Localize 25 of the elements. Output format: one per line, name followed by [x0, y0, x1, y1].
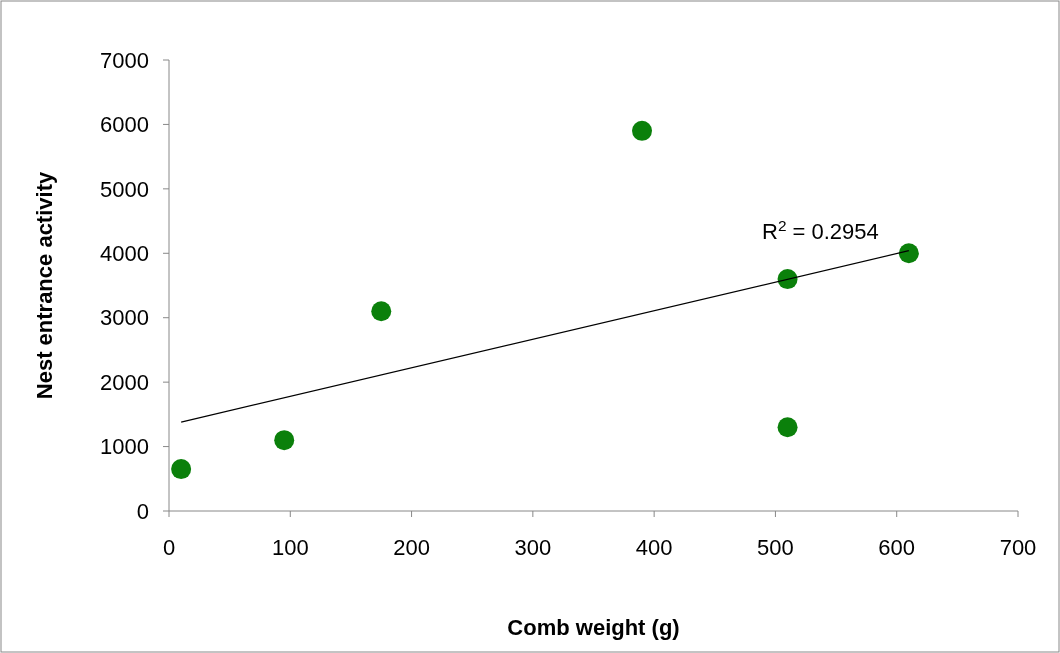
x-tick-label: 600	[878, 535, 916, 560]
y-tick-label: 6000	[100, 112, 149, 138]
x-tick-label: 700	[999, 535, 1037, 560]
y-tick-label: 7000	[100, 47, 149, 73]
y-tick-label: 4000	[100, 240, 149, 266]
x-tick-label: 100	[271, 535, 309, 560]
x-tick-label: 0	[162, 535, 176, 560]
x-tick-label: 400	[635, 535, 673, 560]
point	[371, 301, 392, 322]
y-tick-label: 1000	[100, 434, 149, 460]
point	[171, 459, 192, 480]
point	[274, 430, 295, 451]
x-tick-label: 200	[393, 535, 430, 560]
point	[898, 243, 919, 264]
y-tick-label: 5000	[100, 176, 149, 202]
y-axis-title: Nest entrance activity	[32, 171, 57, 400]
annotation: R$^{2}$ = 0.2954	[762, 216, 879, 244]
y-tick-label: 3000	[100, 305, 149, 331]
x-axis-title: Comb weight (g)	[507, 615, 680, 640]
x-tick-label: 300	[514, 535, 552, 560]
x-tick-label: 500	[757, 535, 794, 560]
y-tick-label: 2000	[100, 369, 149, 395]
y-tick-label: 0	[136, 498, 149, 524]
point	[632, 120, 653, 141]
point	[777, 417, 798, 438]
